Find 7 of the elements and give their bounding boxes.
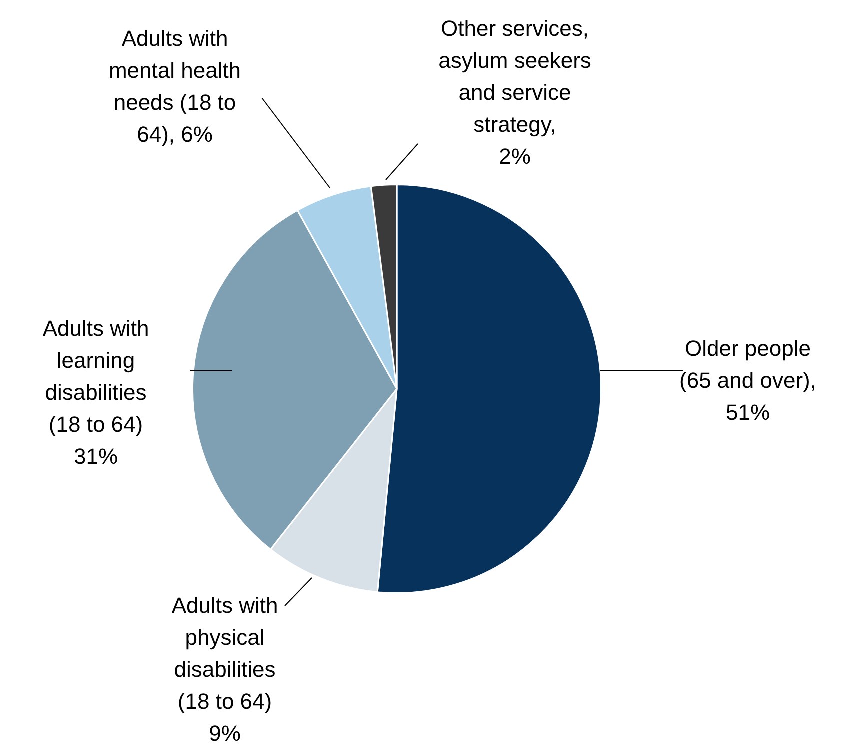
data-label: 31% xyxy=(74,444,118,470)
slice-label: Older people (65 and over), 51% xyxy=(680,336,816,426)
slice-label: Adults with learning disabilities (18 to 64) xyxy=(42,316,150,438)
slice-label: Other services, asylum seekers and service strategy, 2% xyxy=(438,16,592,170)
slice-label: Adults with physical disabilities (18 to 64) xyxy=(172,593,278,714)
slice-label: Adults with mental health needs (18 to 64), 6% xyxy=(108,26,242,148)
data-label: 9% xyxy=(209,721,241,744)
